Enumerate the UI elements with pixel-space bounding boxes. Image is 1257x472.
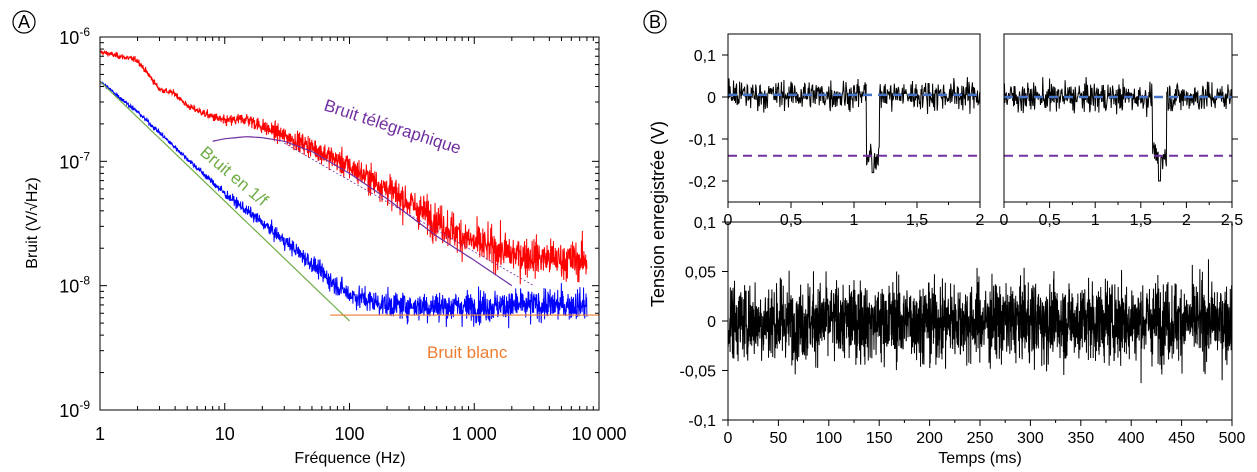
panel-a-ylabel: Bruit (V/√Hz) bbox=[24, 177, 41, 268]
x-tick-label-top-left: 2 bbox=[976, 212, 985, 229]
panel-a-label: A bbox=[18, 12, 30, 32]
y-tick-label: 10-8 bbox=[59, 274, 90, 297]
y-tick-label-top-left: 0,1 bbox=[694, 48, 716, 65]
y-tick-label-bottom: -0,05 bbox=[680, 364, 717, 381]
annotation-telegraph: Bruit télégraphique bbox=[322, 96, 464, 158]
y-tick-mantissa: 10 bbox=[59, 277, 79, 297]
panel-a-xlabel: Fréquence (Hz) bbox=[294, 450, 405, 467]
x-tick-label: 100 bbox=[334, 424, 364, 444]
voltage-trace-top-left bbox=[727, 77, 981, 174]
x-tick-label: 1 bbox=[95, 424, 105, 444]
x-tick-label-top-right: 0 bbox=[1000, 212, 1009, 229]
y-tick-label: 10-6 bbox=[59, 25, 90, 48]
x-tick-label-top-right: 1 bbox=[1091, 212, 1100, 229]
x-tick-label-top-right: 0,5 bbox=[1038, 212, 1060, 229]
panel-b-data bbox=[727, 77, 1233, 384]
x-tick-label-top-left: 0 bbox=[724, 212, 733, 229]
frame-top-right bbox=[1003, 33, 1233, 203]
x-tick-label-top-right: 2,5 bbox=[1221, 212, 1243, 229]
y-tick-label-top-left: -0,2 bbox=[688, 174, 716, 191]
x-tick-label: 10 bbox=[215, 424, 235, 444]
y-tick-mantissa: 10 bbox=[59, 152, 79, 172]
x-tick-label-bottom: 350 bbox=[1067, 430, 1094, 447]
panel-b-xlabel: Temps (ms) bbox=[938, 450, 1022, 467]
y-tick-exponent: -6 bbox=[79, 25, 90, 39]
x-tick-label-bottom: 0 bbox=[724, 430, 733, 447]
y-tick-mantissa: 10 bbox=[59, 401, 79, 421]
annotation-white: Bruit blanc bbox=[427, 343, 508, 362]
panel-a-frame bbox=[99, 36, 600, 411]
x-tick-label-bottom: 400 bbox=[1118, 430, 1145, 447]
voltage-trace-top-right bbox=[1003, 77, 1233, 182]
x-tick-label-top-right: 2 bbox=[1182, 212, 1191, 229]
x-tick-label: 10 000 bbox=[571, 424, 626, 444]
x-tick-label: 1 000 bbox=[452, 424, 497, 444]
panel-b-ticks: 0 0,5 1 1,5 2 0,1 0 -0,1 -0,2 0 0,5 1 1,5 2 2,5 0 50 100 1… bbox=[680, 33, 1246, 447]
y-tick-label: 10-7 bbox=[59, 149, 90, 172]
panel-a-data bbox=[99, 49, 599, 329]
x-tick-label-top-left: 0,5 bbox=[780, 212, 802, 229]
panel-b-label: B bbox=[649, 12, 661, 32]
y-tick-exponent: -9 bbox=[79, 398, 90, 412]
x-tick-label-top-left: 1 bbox=[850, 212, 859, 229]
x-tick-label-bottom: 100 bbox=[815, 430, 842, 447]
x-tick-label-bottom: 200 bbox=[916, 430, 943, 447]
panel-a-badge-circle bbox=[12, 10, 36, 34]
panel-b-ylabel: Tension enregistrée (V) bbox=[648, 121, 668, 307]
frame-top-left bbox=[727, 33, 981, 203]
fit-1f-line bbox=[99, 80, 350, 322]
panel-b: B Tension enregistrée (V) 0 0,5 1 1,5 20,10-… bbox=[643, 10, 1246, 467]
fit-telegraph-line bbox=[212, 136, 513, 287]
x-tick-label-top-left: 1,5 bbox=[906, 212, 928, 229]
voltage-trace-bottom bbox=[727, 259, 1233, 384]
y-tick-label-bottom: 0 bbox=[707, 314, 716, 331]
y-tick-label: 10-9 bbox=[59, 398, 90, 421]
x-tick-label-bottom: 450 bbox=[1168, 430, 1195, 447]
y-tick-exponent: -7 bbox=[79, 149, 90, 163]
x-tick-label-top-right: 1,5 bbox=[1130, 212, 1152, 229]
y-tick-label-top-left: -0,1 bbox=[688, 132, 716, 149]
y-tick-label-bottom: -0,1 bbox=[688, 413, 716, 430]
x-tick-label-bottom: 500 bbox=[1219, 430, 1246, 447]
red-noise-spectrum bbox=[99, 49, 588, 285]
y-tick-label-top-left: 0 bbox=[707, 90, 716, 107]
x-tick-label-bottom: 50 bbox=[770, 430, 788, 447]
x-tick-label-bottom: 250 bbox=[967, 430, 994, 447]
y-tick-label-bottom: 0,05 bbox=[685, 265, 716, 282]
x-tick-label-bottom: 300 bbox=[1017, 430, 1044, 447]
x-tick-label-bottom: 150 bbox=[866, 430, 893, 447]
panel-b-badge-circle bbox=[643, 10, 667, 34]
y-tick-exponent: -8 bbox=[79, 274, 90, 288]
y-tick-label-bottom: 0,1 bbox=[694, 215, 716, 232]
y-tick-mantissa: 10 bbox=[59, 28, 79, 48]
